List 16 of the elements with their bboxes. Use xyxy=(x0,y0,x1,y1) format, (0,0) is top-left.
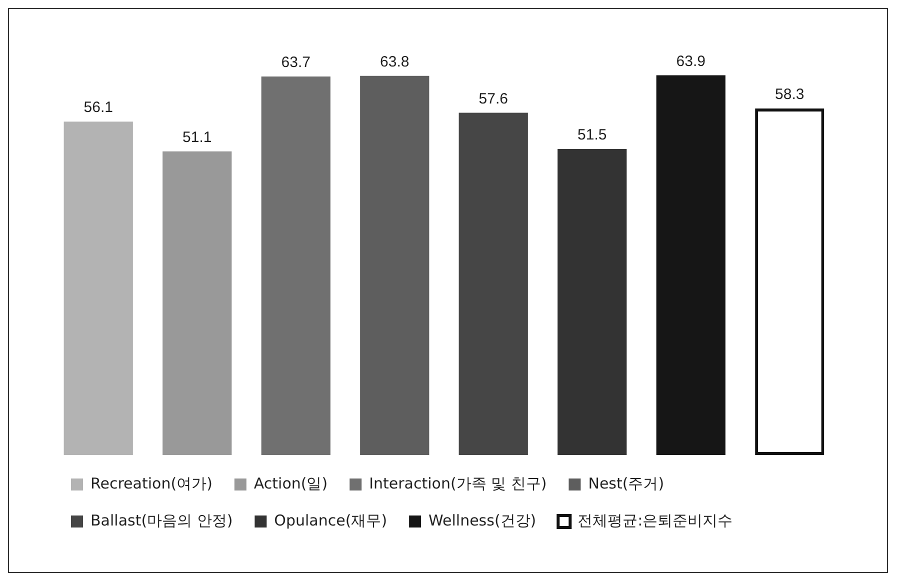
legend-label: Action(일) xyxy=(254,474,328,492)
legend-label: 전체평균:은퇴준비지수 xyxy=(578,511,733,530)
legend-label: Nest(주거) xyxy=(588,474,664,492)
data-label: 63.9 xyxy=(676,52,706,70)
legend-label: Wellness(건강) xyxy=(428,511,536,530)
data-label: 56.1 xyxy=(84,99,113,116)
legend-label: Opulance(재무) xyxy=(274,511,388,530)
legend-label: Interaction(가족 및 친구) xyxy=(369,474,547,492)
data-label: 63.7 xyxy=(281,54,310,72)
data-label: 51.1 xyxy=(182,128,212,146)
data-label: 63.8 xyxy=(380,53,410,70)
data-label: 57.6 xyxy=(478,90,508,108)
legend-label: Recreation(여가) xyxy=(90,474,212,492)
legend-label: Ballast(마음의 안정) xyxy=(90,511,233,530)
data-label: 58.3 xyxy=(775,86,804,104)
data-label: 51.5 xyxy=(578,126,607,144)
